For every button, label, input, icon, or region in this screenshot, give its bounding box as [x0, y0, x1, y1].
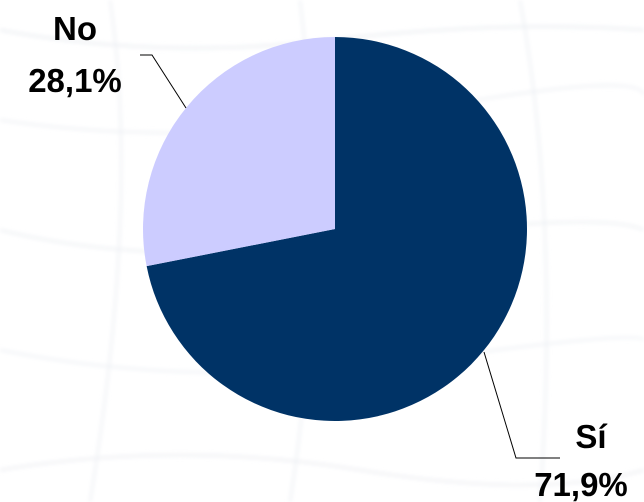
leader-line-no — [140, 54, 187, 109]
leader-lines — [140, 54, 560, 459]
label-no-value: 28,1% — [28, 62, 122, 99]
pie-slice-s — [146, 37, 527, 422]
leader-line-si — [483, 351, 560, 459]
label-si-category: Sí — [575, 418, 608, 455]
label-si-value: 71,9% — [534, 466, 628, 502]
pie-slice-no — [142, 37, 335, 267]
pie-slices — [142, 37, 527, 422]
label-no-category: No — [53, 10, 97, 47]
